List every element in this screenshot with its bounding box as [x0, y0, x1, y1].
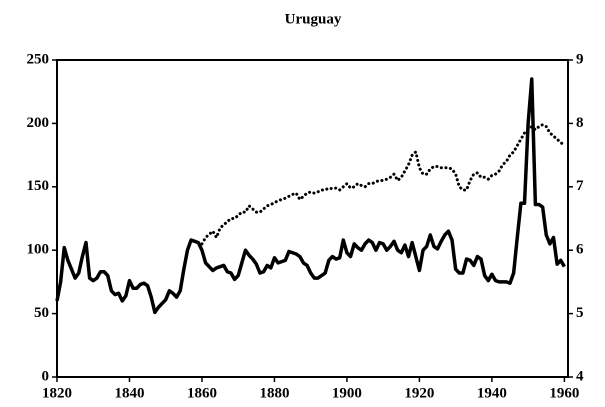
- y2-tick-label: 7: [576, 178, 584, 194]
- y-tick-label: 150: [27, 178, 50, 194]
- y2-tick-label: 9: [576, 51, 584, 67]
- y-tick-label: 50: [34, 305, 49, 321]
- series-line: [55, 77, 566, 315]
- x-tick-label: 1820: [42, 385, 72, 401]
- y2-tick-label: 8: [576, 115, 584, 131]
- x-tick-label: 1860: [187, 385, 217, 401]
- x-tick-label: 1900: [332, 385, 362, 401]
- y-tick-label: 0: [42, 368, 50, 384]
- x-tick-label: 1840: [114, 385, 144, 401]
- chart-title: Uruguay: [285, 11, 342, 27]
- series-line: [200, 123, 566, 246]
- x-tick-label: 1940: [477, 385, 507, 401]
- x-tick-label: 1920: [404, 385, 434, 401]
- x-tick-label: 1960: [549, 385, 579, 401]
- y2-tick-label: 5: [576, 305, 584, 321]
- x-tick-label: 1880: [259, 385, 289, 401]
- y2-tick-label: 6: [576, 242, 584, 258]
- y-tick-label: 250: [27, 51, 50, 67]
- plot-frame: [56, 59, 569, 378]
- y-tick-label: 100: [27, 242, 50, 258]
- y-tick-label: 200: [27, 115, 50, 131]
- y2-tick-label: 4: [576, 368, 584, 384]
